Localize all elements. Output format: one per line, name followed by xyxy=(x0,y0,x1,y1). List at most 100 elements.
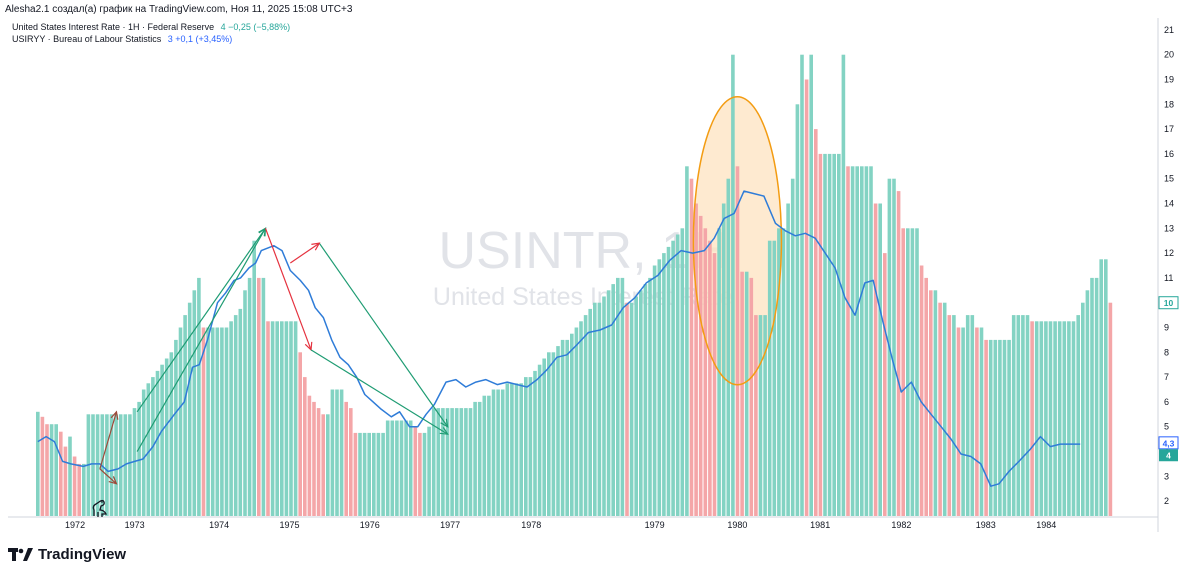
rate-bar xyxy=(477,401,482,516)
rate-bar xyxy=(565,339,569,516)
rate-bar xyxy=(772,240,777,516)
rate-bar xyxy=(312,401,316,516)
trend-arrow xyxy=(318,242,449,428)
time-axis[interactable]: 1972 1973 1974 1975 1976 1977 1978 1979 1980 1981… xyxy=(65,520,1056,530)
rate-bar xyxy=(657,259,662,516)
rate-bar xyxy=(519,383,523,516)
rate-bar xyxy=(1085,290,1090,516)
rate-bar xyxy=(956,327,961,516)
rate-bar xyxy=(174,339,178,516)
rate-bar xyxy=(95,414,100,516)
rate-bar xyxy=(468,408,473,516)
rate-bar xyxy=(408,420,413,516)
rate-bar xyxy=(694,203,698,516)
rate-bar xyxy=(220,327,224,516)
rate-bar xyxy=(1044,321,1048,516)
rate-bar xyxy=(326,414,330,516)
rate-bar xyxy=(735,166,740,517)
rate-bar xyxy=(114,414,118,516)
rate-bar xyxy=(40,416,45,516)
rate-bar xyxy=(749,277,754,516)
rate-bar xyxy=(786,203,790,516)
rate-bar xyxy=(422,432,427,516)
rate-bar xyxy=(187,302,192,516)
rate-bar xyxy=(689,178,694,516)
rate-bar xyxy=(570,333,574,516)
rate-bar xyxy=(593,302,597,516)
rate-bar xyxy=(961,327,965,516)
rate-bar xyxy=(367,432,371,516)
footer-brand[interactable]: TradingView xyxy=(8,546,126,563)
rate-bar xyxy=(1108,302,1113,516)
price-label-text: 10 xyxy=(1164,298,1174,308)
rate-bar xyxy=(349,408,353,516)
arrow-head xyxy=(108,476,118,485)
x-tick-label: 1983 xyxy=(976,520,996,530)
rate-bar xyxy=(685,166,689,517)
rate-bar xyxy=(257,277,261,516)
price-label-text: 4,3 xyxy=(1163,438,1175,448)
rate-bar xyxy=(183,315,187,516)
x-tick-label: 1972 xyxy=(65,520,85,530)
rate-bar xyxy=(579,321,583,516)
rate-bar xyxy=(611,284,615,516)
rate-bar xyxy=(639,290,643,516)
y-tick-label: 20 xyxy=(1164,50,1174,60)
rate-bar xyxy=(731,54,735,516)
rate-bar xyxy=(896,191,901,516)
rate-bar xyxy=(385,420,390,516)
x-tick-label: 1974 xyxy=(209,520,229,530)
last-value-labels: 104,34 xyxy=(1158,296,1179,462)
highlight-ellipse xyxy=(692,95,783,386)
legend-usiryy-value: 3 +0,1 (+3,45%) xyxy=(167,34,233,44)
rate-bar xyxy=(965,315,970,516)
rate-bar xyxy=(141,389,146,516)
rate-bar xyxy=(450,408,454,516)
rate-bar xyxy=(901,228,905,517)
rate-bar xyxy=(436,408,441,516)
rate-bar xyxy=(984,339,988,516)
rate-bar xyxy=(524,377,528,516)
y-tick-label: 11 xyxy=(1164,273,1173,283)
rate-bar xyxy=(280,321,284,516)
rate-bar xyxy=(284,321,289,516)
rate-bar xyxy=(781,228,786,517)
rate-bar xyxy=(800,54,804,516)
rate-bar xyxy=(372,432,376,516)
rate-bar xyxy=(574,327,579,516)
rate-bar xyxy=(1002,339,1007,516)
rate-bar xyxy=(54,424,58,516)
rate-bar xyxy=(192,290,197,516)
y-tick-label: 19 xyxy=(1164,75,1174,85)
rate-bar xyxy=(441,408,445,516)
rate-bar xyxy=(1081,302,1085,516)
price-axis[interactable]: 2 3 4 5 6 7 8 9 10 11 12 13 14 15 16 17 18 19 20 21 xyxy=(1164,25,1174,506)
cpi-line xyxy=(37,190,1081,487)
rate-bar xyxy=(72,456,77,516)
legend-interest-rate[interactable]: United States Interest Rate · 1H · Feder… xyxy=(12,22,290,32)
rate-bar xyxy=(827,153,832,516)
y-tick-label: 16 xyxy=(1164,149,1174,159)
tradingview-logo-text: TradingView xyxy=(38,546,127,563)
rate-bar xyxy=(726,178,731,516)
rate-bar xyxy=(878,203,882,516)
y-tick-label: 12 xyxy=(1164,248,1174,258)
rate-bar xyxy=(261,277,266,516)
legend-usiryy[interactable]: USIRYY · Bureau of Labour Statistics 3 +… xyxy=(12,34,232,44)
rate-bar xyxy=(777,228,781,517)
price-label-text: 4 xyxy=(1166,451,1171,461)
rate-bar xyxy=(947,315,952,516)
trend-arrow xyxy=(136,228,267,452)
rate-bar xyxy=(289,321,293,516)
rate-bar xyxy=(919,265,924,516)
drawing-arrows xyxy=(99,227,449,485)
rate-bar xyxy=(929,290,933,516)
rate-bar xyxy=(1048,321,1053,516)
legend-interest-rate-value: 4 −0,25 (−5,88%) xyxy=(220,22,291,32)
x-tick-label: 1976 xyxy=(360,520,380,530)
rate-bar xyxy=(229,321,233,516)
chart-header: Alesha2.1 создал(а) график на TradingVie… xyxy=(5,4,353,15)
y-tick-label: 2 xyxy=(1164,496,1169,506)
rate-bar xyxy=(1071,321,1076,516)
